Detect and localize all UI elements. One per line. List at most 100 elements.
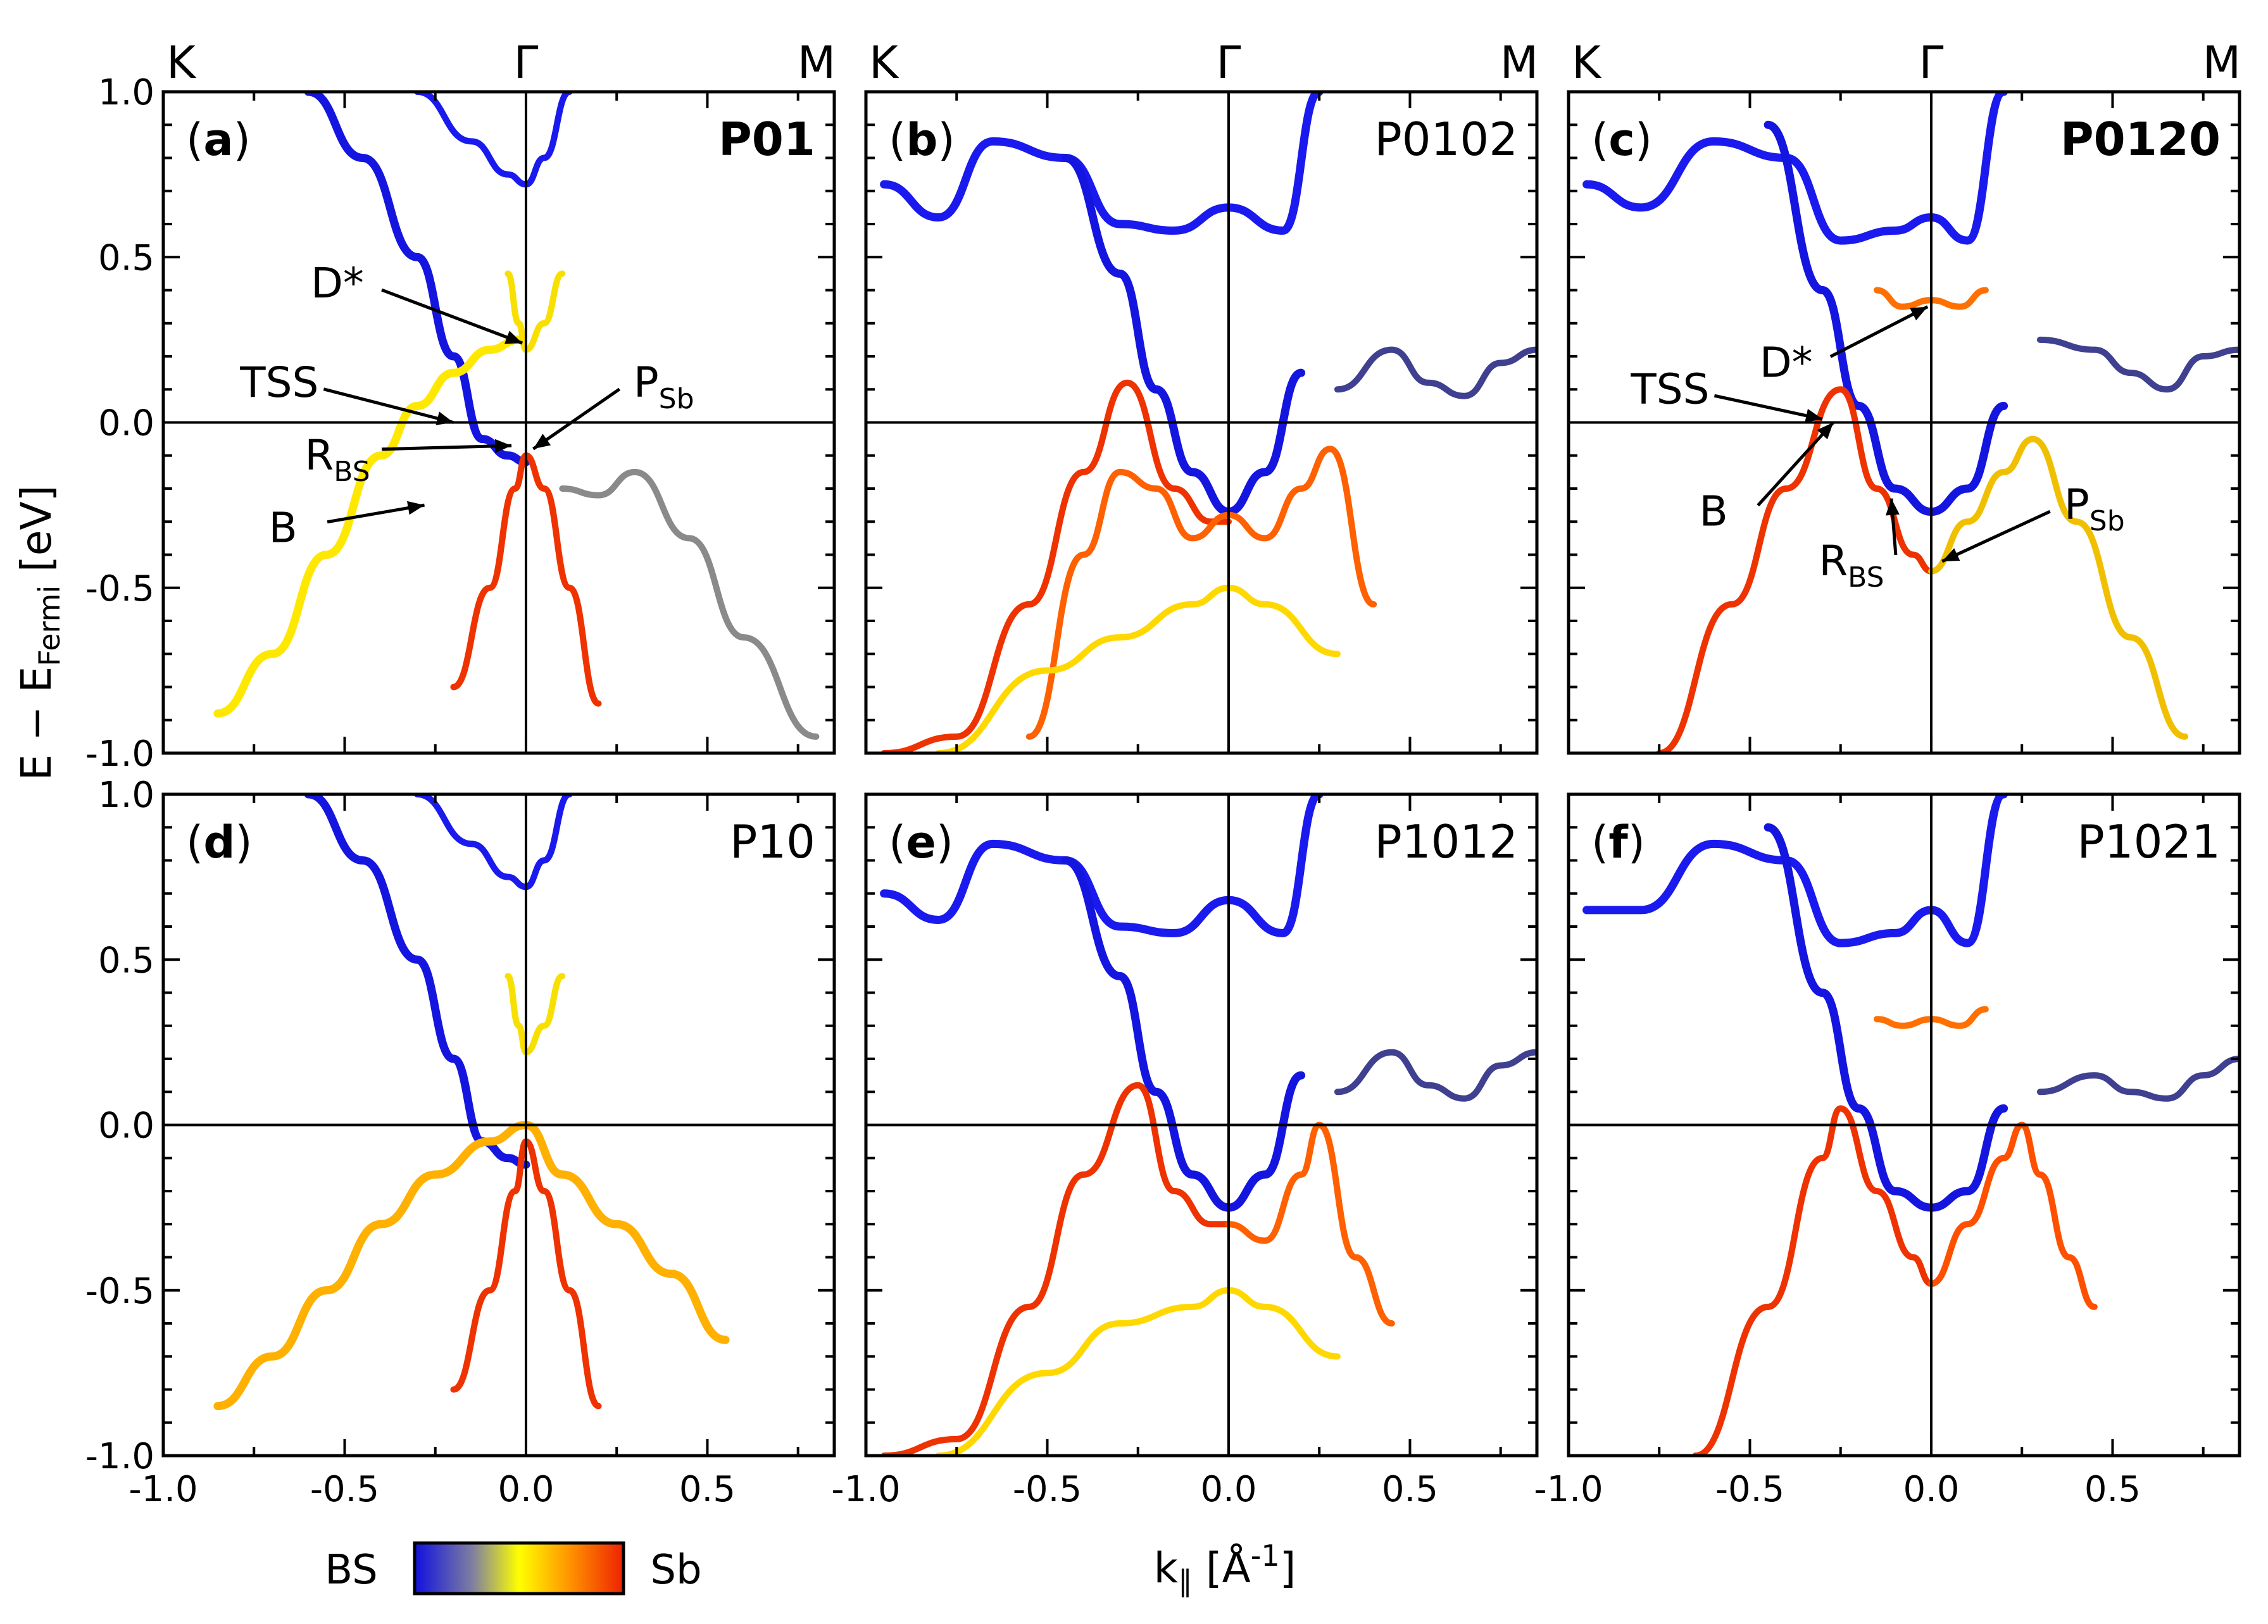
x-tick-label: -1.0: [1534, 1469, 1603, 1510]
annotation: D*: [311, 259, 523, 345]
series-group: [1582, 92, 2240, 753]
kpoint-label: M: [798, 37, 836, 89]
band-line: [1582, 92, 2008, 245]
x-tick-label: 0.0: [1200, 1469, 1256, 1510]
annotation: TSS: [1630, 365, 1823, 423]
x-tick-label: 0.0: [1903, 1469, 1959, 1510]
y-tick-label: 0.5: [98, 940, 154, 981]
y-tick-label: 0.5: [98, 237, 154, 278]
band-line: [504, 973, 566, 1056]
annotation-label: B: [268, 504, 297, 553]
y-tick-label: -0.5: [85, 1271, 154, 1312]
series-group: [213, 92, 820, 740]
annotation-arrowhead: [504, 330, 523, 344]
band-line: [1334, 346, 1537, 399]
annotation-arrowhead: [1805, 409, 1823, 423]
band-line: [880, 379, 1232, 753]
band-line: [213, 1121, 730, 1411]
panel-title: P0120: [2060, 113, 2221, 166]
annotation-label: PSb: [2064, 480, 2125, 537]
x-tick-label: 0.5: [2084, 1469, 2141, 1510]
annotation-arrow: [532, 387, 621, 451]
kpoint-label: K: [166, 37, 197, 89]
annotation-arrowhead: [1942, 548, 1960, 561]
panel-label: (a): [186, 114, 251, 166]
annotation: RBS: [304, 431, 512, 488]
band-line: [304, 794, 530, 1169]
annotation-arrow: [1829, 305, 1929, 358]
annotation-arrowhead: [494, 439, 512, 453]
band-line: [1225, 1121, 1395, 1327]
annotation: D*: [1760, 305, 1929, 387]
x-tick-label: 0.0: [498, 1469, 554, 1510]
annotation-arrowhead: [435, 411, 454, 425]
annotation-arrow: [381, 288, 523, 345]
band-line: [880, 794, 1324, 937]
panel-label: (b): [889, 114, 955, 166]
annotation: RBS: [1819, 498, 1900, 594]
panel-f: -1.0 -0.5 0.0 0.5 (f) P1021: [1534, 792, 2241, 1510]
panel-c: K Γ M (c) P0120 D* TSS B RBS PSb: [1567, 37, 2241, 755]
panel-label: (f): [1591, 816, 1645, 868]
annotation-label: B: [1700, 487, 1728, 536]
annotation-label: RBS: [1819, 537, 1884, 594]
annotation-arrowhead: [1910, 306, 1928, 321]
annotation: PSb: [532, 358, 694, 451]
x-tick-label: 0.5: [679, 1469, 736, 1510]
panel-title: P1012: [1374, 815, 1518, 868]
annotation-label: TSS: [239, 358, 318, 407]
annotation-arrowhead: [1817, 422, 1834, 440]
annotation: B: [268, 501, 425, 553]
annotation-arrow: [1941, 509, 2051, 563]
y-tick-label: -1.0: [85, 734, 154, 775]
band-line: [880, 1082, 1232, 1456]
annotation-arrow: [1757, 421, 1835, 507]
y-tick-label: 1.0: [98, 72, 154, 113]
panel-title: P0102: [1374, 113, 1518, 166]
annotation: TSS: [239, 358, 454, 425]
band-line: [1928, 1121, 2098, 1310]
band-line: [1061, 856, 1306, 1212]
kpoint-label: K: [1572, 37, 1602, 89]
annotation-label: RBS: [304, 431, 370, 488]
x-tick-label: -1.0: [831, 1469, 900, 1510]
annotation-arrowhead: [533, 434, 551, 449]
panel-title: P01: [718, 113, 815, 166]
annotation-label: D*: [311, 259, 364, 308]
panel-label: (d): [186, 816, 253, 868]
x-tick-label: -1.0: [128, 1469, 197, 1510]
band-line: [1764, 120, 2008, 516]
band-line: [1061, 154, 1306, 516]
panel-b: K Γ M (b) P0102: [864, 37, 1539, 755]
band-line: [1764, 823, 2008, 1212]
annotation-label: D*: [1760, 338, 1813, 387]
band-line: [1692, 1105, 1934, 1456]
kpoint-label: K: [869, 37, 899, 89]
series-group: [880, 794, 1537, 1456]
annotation: B: [1700, 421, 1835, 536]
kpoint-label: Γ: [1919, 37, 1943, 89]
band-line: [414, 92, 573, 188]
band-line: [1928, 435, 2189, 740]
panel-label: (e): [889, 816, 953, 868]
annotation-label: PSb: [634, 358, 694, 415]
x-tick-label: -0.5: [310, 1469, 379, 1510]
band-line: [414, 794, 573, 890]
band-line: [1656, 386, 1934, 753]
band-line: [2036, 1056, 2240, 1102]
panel-title: P1021: [2077, 815, 2221, 868]
colorbar-gradient: [413, 1541, 625, 1596]
x-tick-label: 0.5: [1382, 1469, 1438, 1510]
kpoint-label: M: [2203, 37, 2241, 89]
band-line: [1025, 446, 1377, 740]
band-line: [2036, 336, 2240, 393]
annotation-arrowhead: [1886, 498, 1900, 516]
y-axis-label: E − EFermi [eV]: [12, 485, 66, 781]
band-line: [213, 335, 523, 718]
y-tick-label: 0.0: [98, 403, 154, 444]
y-tick-label: -0.5: [85, 568, 154, 609]
kpoint-label: Γ: [1216, 37, 1241, 89]
panel-title: P10: [730, 815, 815, 868]
annotation: PSb: [1941, 480, 2125, 563]
